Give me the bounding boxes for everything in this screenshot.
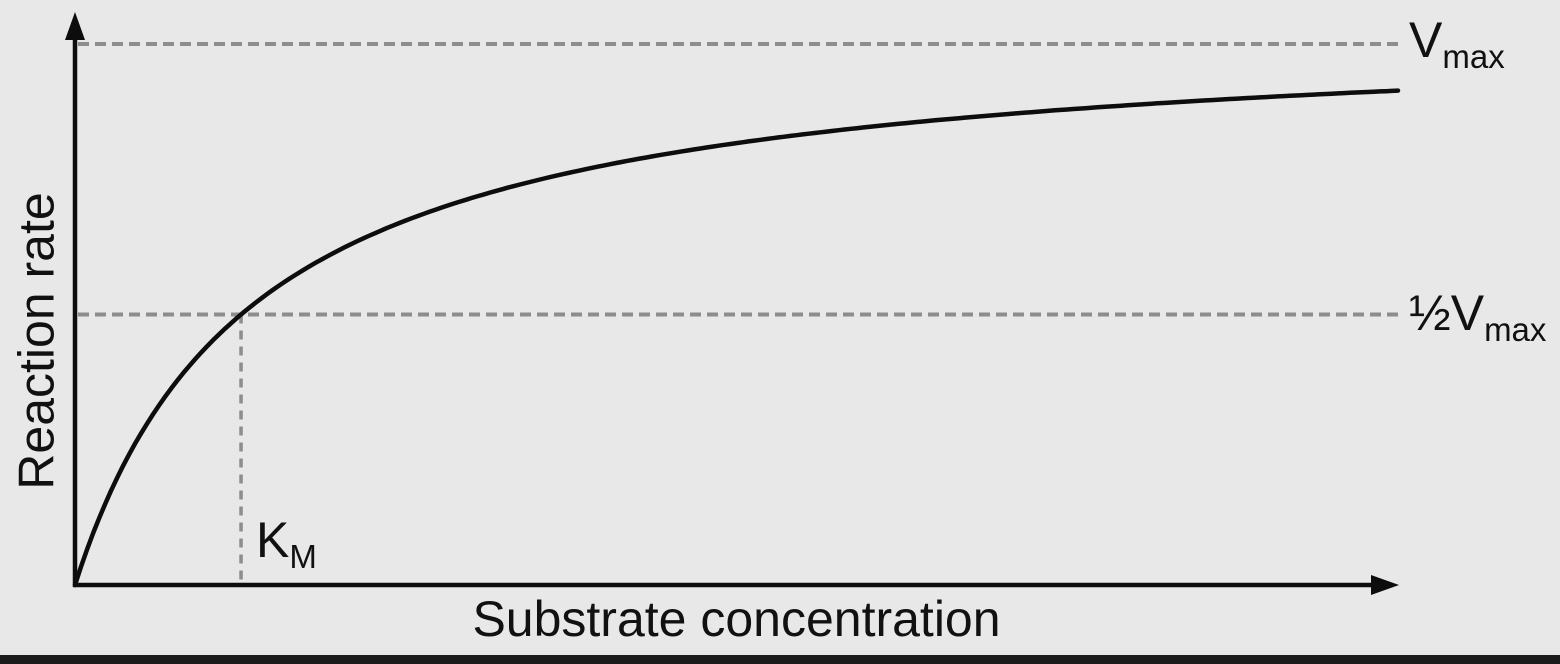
vmax-label-sub: max [1442, 38, 1505, 75]
vmax-label: Vmax [1409, 12, 1505, 74]
x-axis-arrowhead-icon [1371, 575, 1399, 595]
y-axis-arrowhead-icon [65, 12, 85, 40]
km-label-sub: M [289, 538, 317, 575]
vmax-label-main: V [1409, 12, 1443, 68]
y-axis-title: Reaction rate [8, 192, 65, 490]
x-axis-title: Substrate concentration [472, 591, 1001, 647]
km-label-main: K [256, 512, 290, 568]
km-label: KM [256, 512, 317, 574]
half-vmax-label: ½Vmax [1409, 285, 1546, 347]
reaction-rate-curve [72, 88, 1401, 588]
half-vmax-label-sub: max [1484, 311, 1547, 348]
bottom-edge-bar [0, 655, 1560, 664]
half-vmax-label-main: ½V [1409, 285, 1485, 341]
